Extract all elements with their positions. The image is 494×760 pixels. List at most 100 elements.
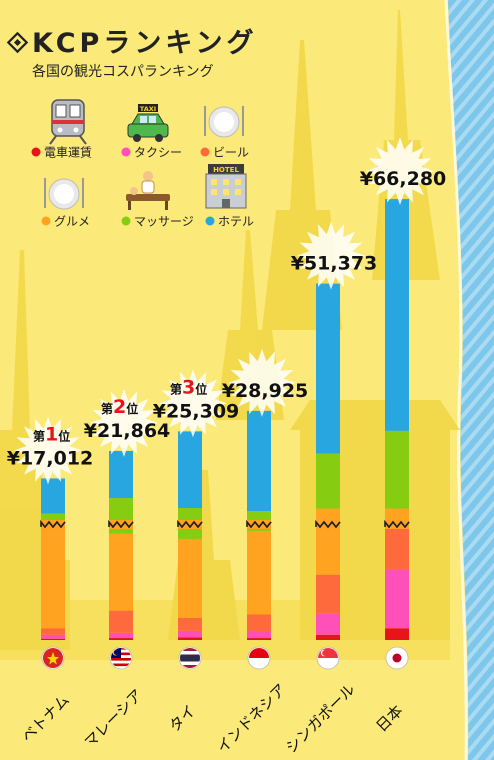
rank-suffix: 位 [126, 401, 138, 416]
rank-label: 第2位 [101, 396, 138, 418]
bar-segment [385, 199, 409, 431]
legend-label: ビール [213, 146, 249, 160]
bar-segment [385, 526, 409, 570]
malaysia-flag-icon [109, 646, 133, 670]
taxi-icon: TAXI [127, 104, 169, 142]
background-right-edge [448, 0, 494, 760]
bar-stack [177, 431, 203, 640]
total-burst [14, 416, 82, 485]
bar-segment [178, 637, 202, 640]
legend-swatch [41, 216, 51, 226]
axis-break-zigzag [384, 519, 410, 529]
legend-label: グルメ [54, 215, 90, 229]
bar-segment [41, 628, 65, 635]
total-label: ¥28,925 [222, 380, 309, 402]
indonesia-flag-icon [247, 646, 271, 670]
total-label: ¥66,280 [360, 168, 447, 190]
bar-segment [385, 569, 409, 629]
bar-segment [178, 431, 202, 508]
axis-break [41, 520, 65, 529]
hotel-icon: HOTEL [205, 164, 247, 209]
beer-plate-icon [204, 106, 244, 138]
axis-break [385, 520, 409, 529]
total-label: ¥21,864 [84, 420, 171, 442]
bar-segment [109, 450, 133, 499]
total-burst [159, 369, 227, 438]
legend-item: ホテル [205, 215, 254, 229]
axis-break [247, 520, 271, 529]
bar-segment [178, 617, 202, 631]
rank-prefix: 第 [101, 401, 113, 416]
bar-segment [109, 610, 133, 633]
bar-segment [178, 539, 202, 618]
bar-segment [41, 638, 65, 640]
gourmet-plate-icon [44, 178, 84, 210]
bar-segment [385, 628, 409, 640]
legend-swatch [205, 216, 215, 226]
japan-flag-icon [385, 646, 409, 670]
bar-segment [316, 634, 340, 640]
axis-break-zigzag [40, 519, 66, 529]
bar-stack [384, 199, 410, 640]
legend-item: マッサージ [121, 215, 194, 229]
total-burst [366, 137, 434, 206]
total-label: ¥17,012 [7, 447, 94, 469]
axis-break [316, 520, 340, 529]
total-burst [297, 221, 365, 290]
rank-number: 2 [113, 396, 126, 418]
legend-item: 電車運賃 [31, 145, 92, 160]
axis-break-zigzag [246, 519, 272, 529]
bar-segment [109, 638, 133, 640]
total-label: ¥25,309 [153, 400, 240, 422]
bar-segment [316, 508, 340, 575]
total-label: ¥51,373 [291, 253, 378, 275]
massage-icon [126, 171, 170, 210]
bar-stack [315, 283, 341, 640]
bar-segment [247, 410, 271, 512]
bar-segment [41, 526, 65, 629]
rank-prefix: 第 [170, 381, 182, 396]
legend-label: 電車運賃 [44, 145, 92, 160]
bar-stack [246, 410, 272, 640]
bar-segment [247, 530, 271, 615]
legend-label: マッサージ [134, 215, 194, 229]
bar-stack [108, 450, 134, 640]
bar-segment [41, 634, 65, 639]
axis-break-zigzag [108, 519, 134, 529]
bar-segment [247, 638, 271, 640]
bar-segment [247, 614, 271, 632]
rank-number: 3 [182, 376, 195, 398]
rank-suffix: 位 [195, 381, 207, 396]
bar-segment [316, 453, 340, 509]
page-title: KCPランキング [32, 27, 258, 59]
total-burst [228, 348, 296, 417]
legend-swatch [121, 216, 131, 226]
legend-item: グルメ [41, 215, 90, 229]
axis-break-zigzag [315, 519, 341, 529]
bar-segment [178, 630, 202, 638]
thailand-flag-icon [178, 646, 202, 670]
bars-layer [40, 199, 410, 640]
rank-suffix: 位 [58, 428, 70, 443]
taxi-sign-label: TAXI [140, 105, 156, 113]
rank-number: 1 [45, 423, 58, 445]
axis-break [109, 520, 133, 529]
bar-stack [40, 478, 66, 640]
rank-label: 第1位 [33, 423, 70, 445]
rank-prefix: 第 [33, 428, 45, 443]
legend-swatch [200, 147, 210, 157]
bar-segment [316, 613, 340, 635]
total-burst [90, 388, 158, 457]
rank-label: 第3位 [170, 376, 207, 398]
legend-swatch [31, 147, 41, 157]
bar-segment [109, 632, 133, 639]
axis-break-zigzag [177, 519, 203, 529]
legend-swatch [121, 147, 131, 157]
bar-segment [385, 430, 409, 509]
page-subtitle: 各国の観光コスパランキング [32, 63, 214, 80]
hotel-sign-label: HOTEL [213, 166, 239, 174]
legend-label: タクシー [134, 146, 182, 160]
singapore-flag-icon [316, 646, 340, 670]
